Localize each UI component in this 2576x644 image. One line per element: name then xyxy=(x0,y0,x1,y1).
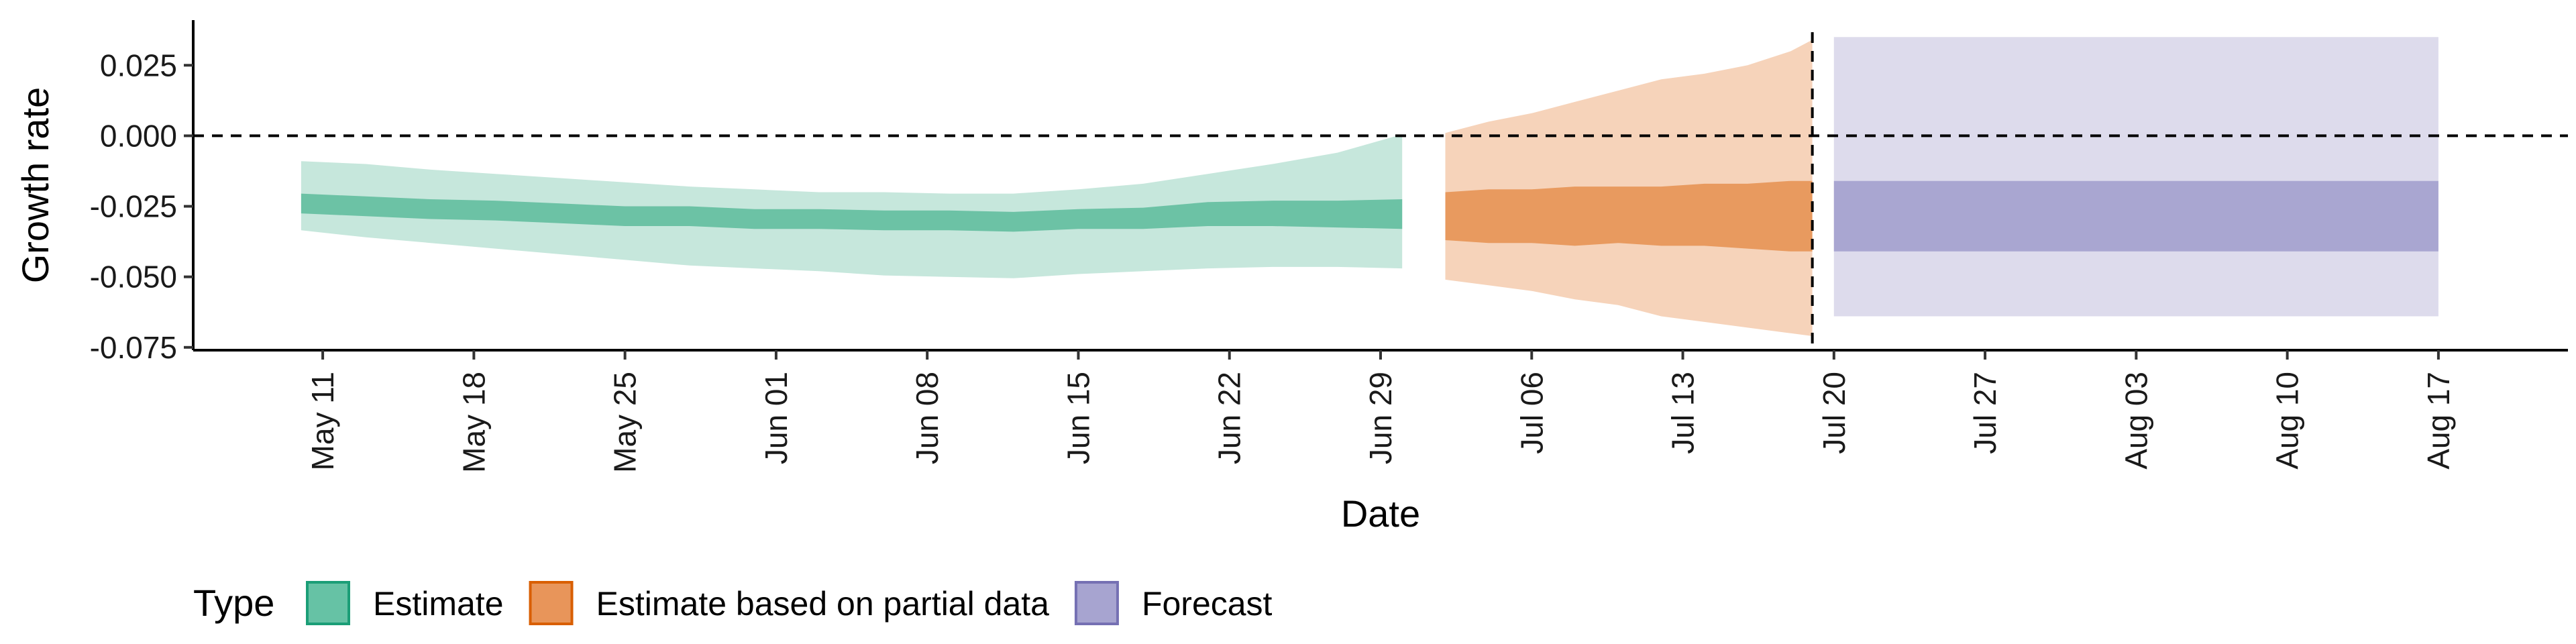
x-tick-label: Aug 10 xyxy=(2270,372,2305,470)
y-tick-label: -0.050 xyxy=(90,260,177,294)
series-0-inner-band xyxy=(301,193,1403,232)
x-tick-label: May 18 xyxy=(456,372,491,473)
x-tick-label: May 25 xyxy=(608,372,643,473)
x-tick-label: Jul 06 xyxy=(1514,372,1549,454)
legend-label-0: Estimate xyxy=(373,585,504,623)
x-axis-title: Date xyxy=(1341,492,1420,535)
y-axis-title: Growth rate xyxy=(14,87,56,284)
y-tick-label: 0.000 xyxy=(100,118,177,153)
legend-title: Type xyxy=(193,582,274,624)
reference-lines-layer xyxy=(193,32,2568,350)
series-1-inner-band xyxy=(1445,180,1813,252)
series-2-outer-band xyxy=(1833,37,2438,317)
y-tick-label: -0.075 xyxy=(90,330,177,365)
x-ticks: May 11 May 18 May 25 Jun 01 Jun 08 Jun 15 Jun … xyxy=(305,350,2456,473)
x-tick-label: Jun 08 xyxy=(910,372,945,464)
series-0-outer-band xyxy=(301,134,1403,278)
x-tick-label: Aug 03 xyxy=(2118,372,2153,470)
x-tick-label: Jun 22 xyxy=(1212,372,1247,464)
legend-swatch-1 xyxy=(529,581,574,625)
legend-swatch-2 xyxy=(1074,581,1119,625)
x-tick-label: Jun 01 xyxy=(759,372,794,464)
x-tick-label: Aug 17 xyxy=(2421,372,2456,470)
legend-label-2: Forecast xyxy=(1142,585,1273,623)
series-2-inner-band xyxy=(1833,180,2438,252)
y-tick-label: -0.025 xyxy=(90,189,177,224)
legend: Type Estimate Estimate based on partial d… xyxy=(193,581,1273,625)
x-tick-label: Jul 13 xyxy=(1666,372,1701,454)
x-tick-label: Jul 27 xyxy=(1968,372,2002,454)
legend-items: Estimate Estimate based on partial data Fo… xyxy=(306,581,1273,625)
bands-layer xyxy=(301,37,2438,337)
x-tick-label: May 11 xyxy=(305,372,340,470)
legend-label-1: Estimate based on partial data xyxy=(596,585,1050,623)
y-ticks: 0.025 0.000 -0.025 -0.050 -0.075 xyxy=(90,48,193,365)
y-tick-label: 0.025 xyxy=(100,48,177,83)
x-tick-label: Jun 29 xyxy=(1363,372,1398,464)
x-tick-label: Jun 15 xyxy=(1061,372,1096,464)
x-tick-label: Jul 20 xyxy=(1817,372,1851,454)
legend-swatch-0 xyxy=(306,581,350,625)
